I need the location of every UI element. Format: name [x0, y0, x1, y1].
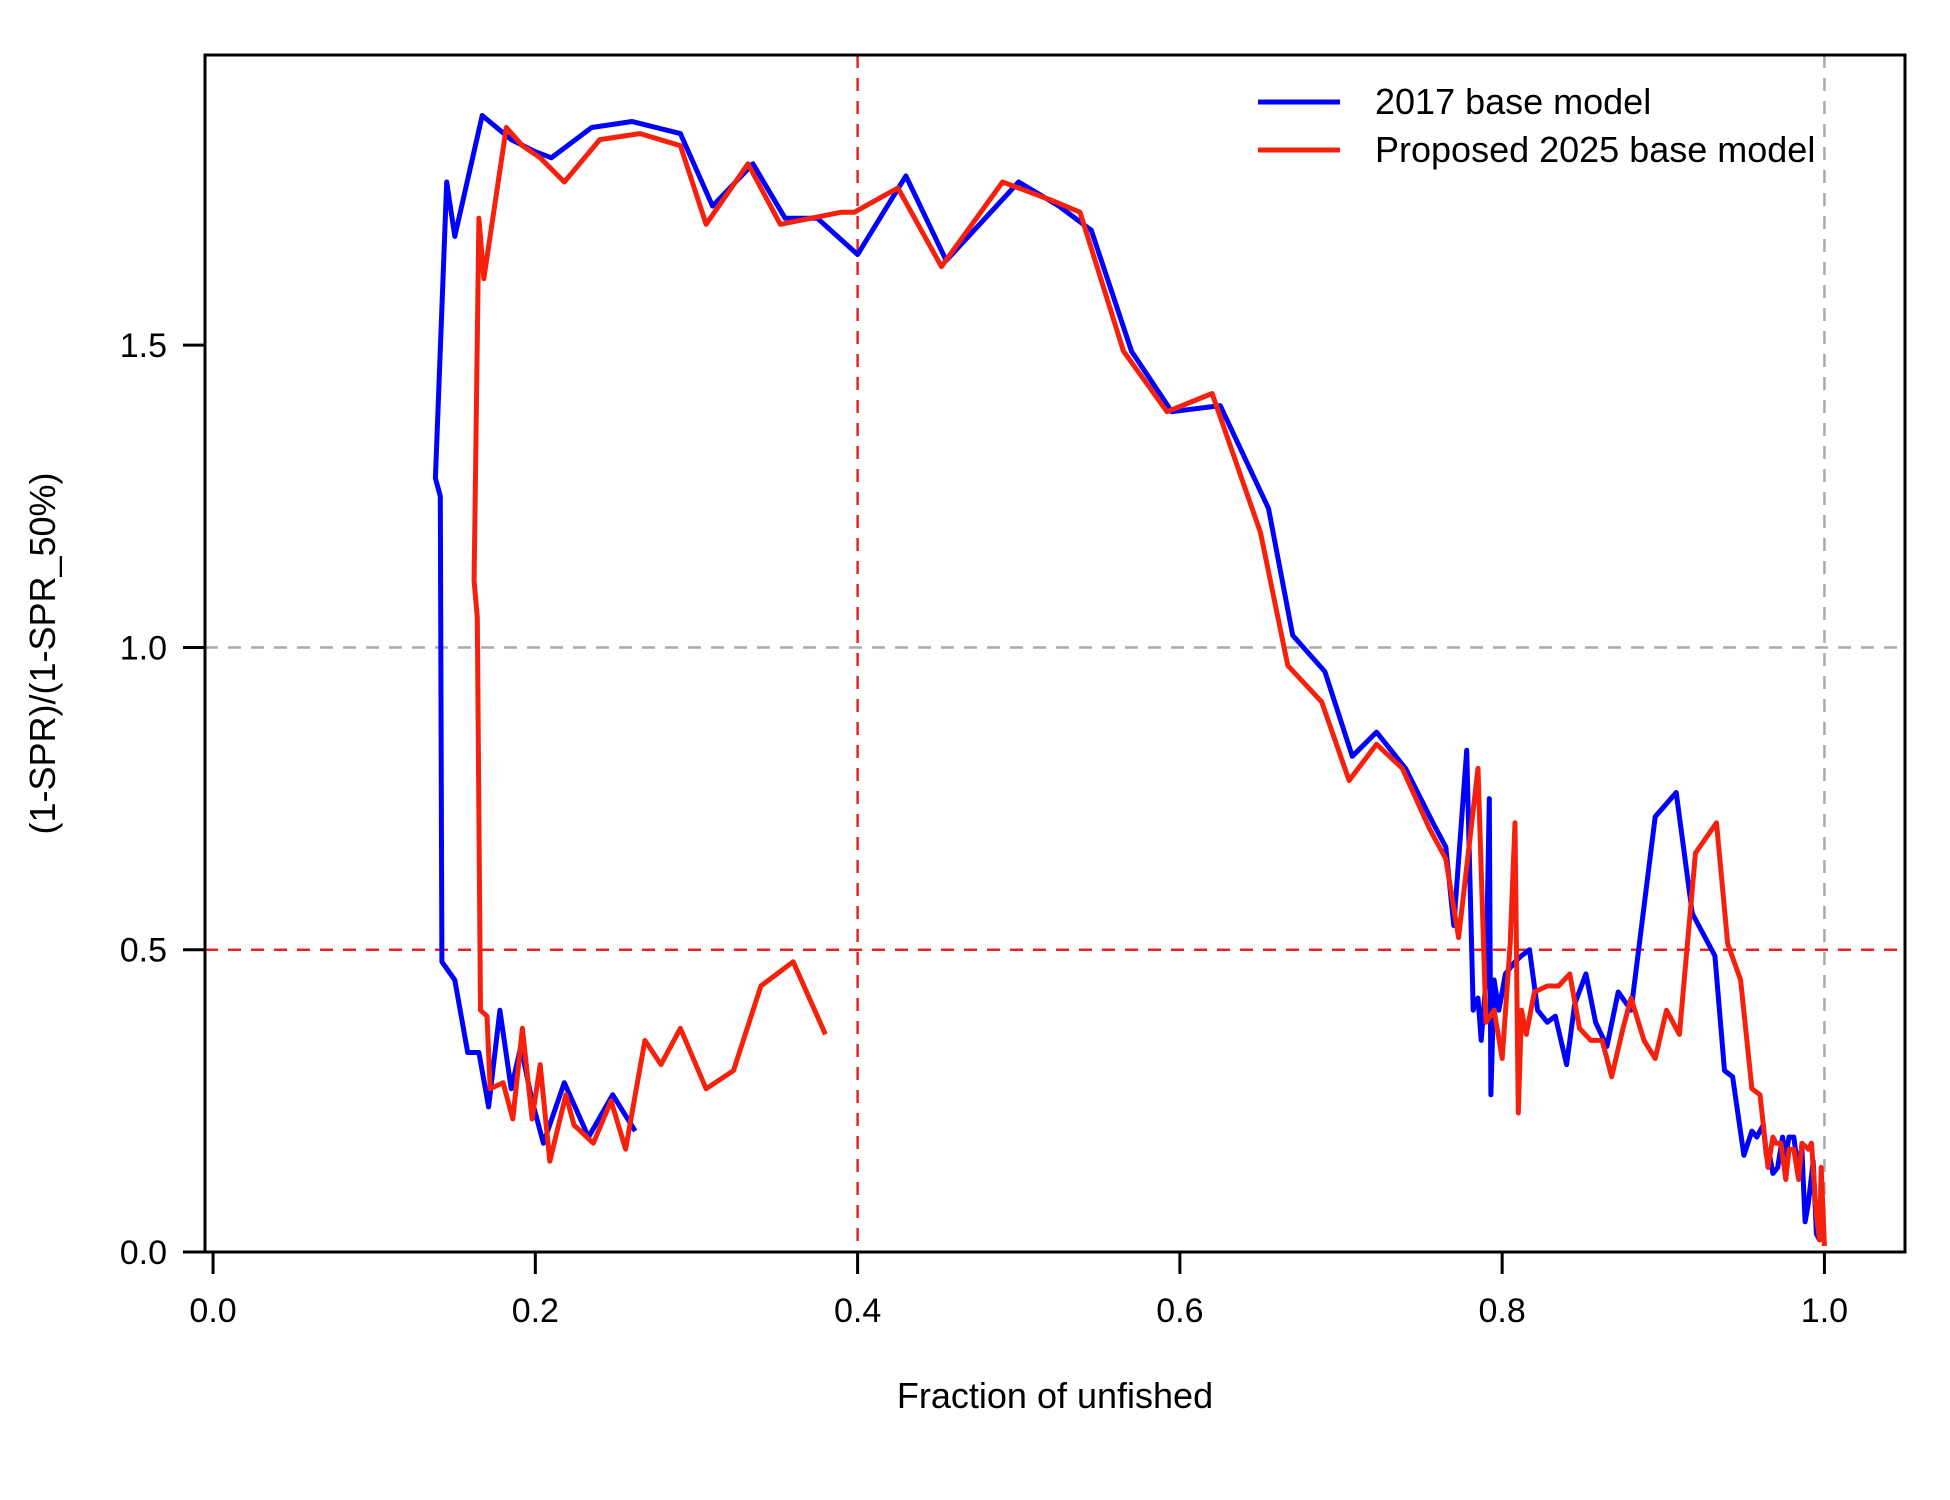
legend: 2017 base model Proposed 2025 base model — [1258, 81, 1815, 170]
plot-frame — [203, 53, 1907, 1254]
x-tick-label: 0.2 — [512, 1292, 559, 1330]
series-line-1 — [471, 125, 1827, 1247]
y-tick-label: 0.5 — [120, 932, 167, 970]
x-axis-title: Fraction of unfished — [897, 1375, 1213, 1416]
series-line-0 — [432, 113, 1827, 1243]
legend-label: Proposed 2025 base model — [1375, 129, 1815, 170]
reference-lines — [205, 55, 1905, 1252]
y-tick-label: 0.0 — [120, 1234, 167, 1272]
y-axis: 0.0 0.5 1.0 1.5 — [120, 327, 207, 1272]
legend-label: 2017 base model — [1375, 81, 1651, 122]
x-tick-label: 0.6 — [1156, 1292, 1203, 1330]
series-group — [432, 113, 1827, 1247]
x-tick-label: 0.8 — [1479, 1292, 1526, 1330]
y-axis-title: (1-SPR)/(1-SPR_50%) — [22, 472, 63, 834]
y-tick-label: 1.5 — [120, 327, 167, 365]
y-tick-label: 1.0 — [120, 629, 167, 667]
x-axis: 0.0 0.2 0.4 0.6 0.8 1.0 — [189, 1250, 1848, 1330]
x-tick-label: 0.0 — [189, 1292, 236, 1330]
x-tick-label: 1.0 — [1801, 1292, 1848, 1330]
x-tick-label: 0.4 — [834, 1292, 881, 1330]
